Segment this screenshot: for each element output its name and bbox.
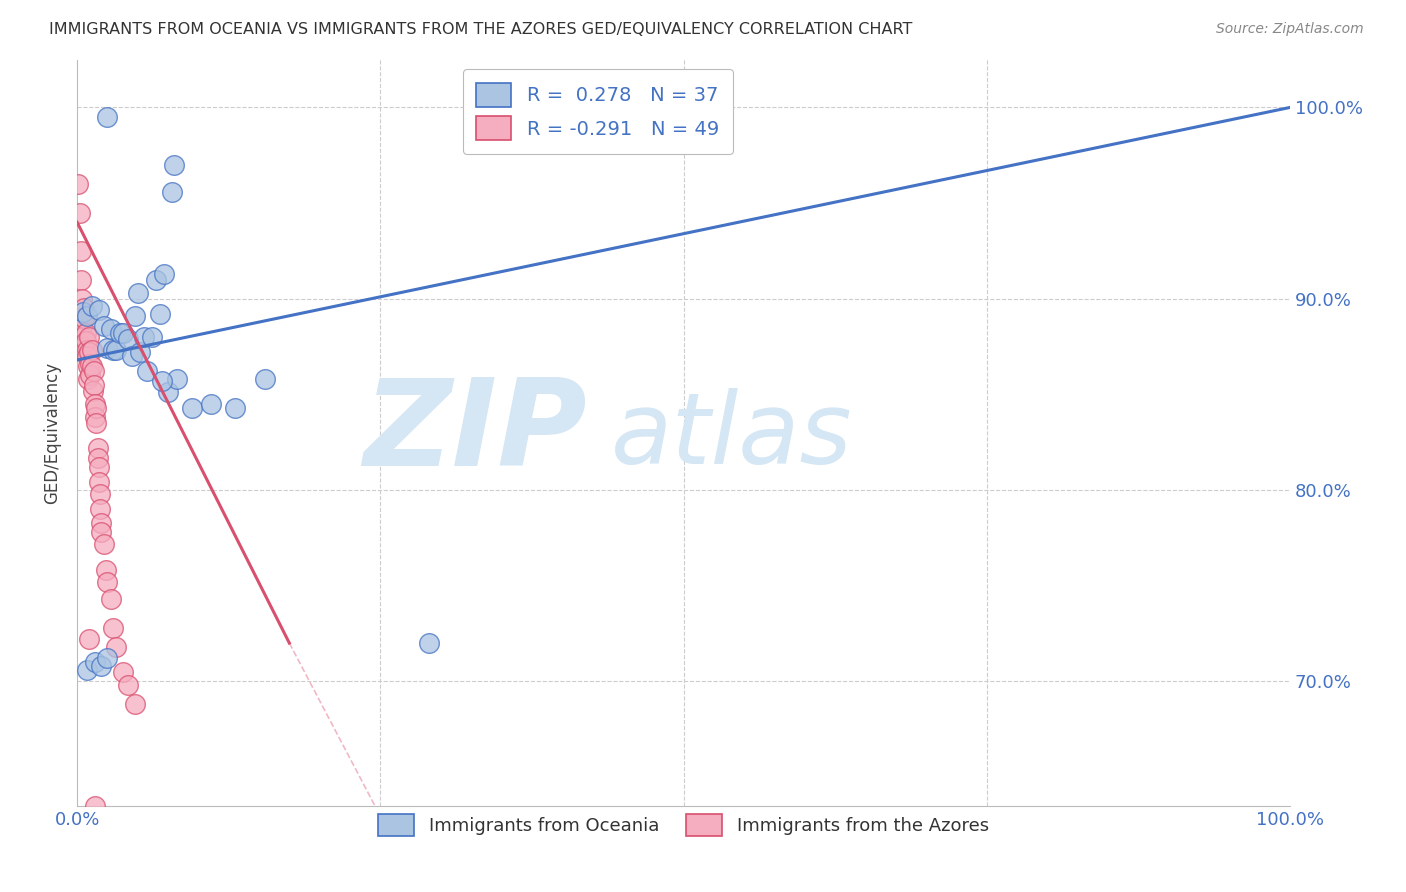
Point xyxy=(117,678,139,692)
Point xyxy=(69,205,91,219)
Point xyxy=(96,574,118,589)
Point xyxy=(70,310,93,325)
Point xyxy=(67,177,90,191)
Point xyxy=(84,397,107,411)
Point xyxy=(87,460,110,475)
Text: IMMIGRANTS FROM OCEANIA VS IMMIGRANTS FROM THE AZORES GED/EQUIVALENCY CORRELATIO: IMMIGRANTS FROM OCEANIA VS IMMIGRANTS FR… xyxy=(49,22,912,37)
Point xyxy=(104,640,127,654)
Point xyxy=(141,330,163,344)
Point xyxy=(224,401,246,415)
Point xyxy=(153,267,176,281)
Point xyxy=(93,318,115,333)
Point xyxy=(93,536,115,550)
Point xyxy=(129,345,152,359)
Point xyxy=(200,397,222,411)
Point xyxy=(82,384,104,398)
Point xyxy=(76,343,98,358)
Point xyxy=(418,636,440,650)
Point xyxy=(80,359,103,373)
Point xyxy=(157,385,180,400)
Point xyxy=(73,310,96,325)
Point xyxy=(90,525,112,540)
Point xyxy=(96,110,118,124)
Point xyxy=(69,244,91,258)
Point xyxy=(108,326,131,341)
Point xyxy=(127,285,149,300)
Point xyxy=(112,665,135,679)
Point xyxy=(77,359,100,373)
Point xyxy=(90,659,112,673)
Text: Source: ZipAtlas.com: Source: ZipAtlas.com xyxy=(1216,22,1364,37)
Point xyxy=(90,516,112,530)
Point xyxy=(79,357,101,371)
Point xyxy=(96,342,118,356)
Point xyxy=(150,374,173,388)
Text: ZIP: ZIP xyxy=(363,374,586,491)
Point xyxy=(86,441,108,455)
Point xyxy=(84,655,107,669)
Point xyxy=(124,698,146,712)
Point xyxy=(100,592,122,607)
Point xyxy=(84,410,107,425)
Point xyxy=(96,651,118,665)
Point xyxy=(132,330,155,344)
Point xyxy=(72,340,94,354)
Point xyxy=(112,326,135,341)
Point xyxy=(86,401,108,415)
Point xyxy=(166,372,188,386)
Point xyxy=(69,272,91,286)
Point xyxy=(70,292,93,306)
Point xyxy=(77,345,100,359)
Point xyxy=(117,332,139,346)
Point xyxy=(160,185,183,199)
Point xyxy=(80,299,103,313)
Point xyxy=(89,502,111,516)
Point xyxy=(77,632,100,647)
Point xyxy=(86,416,108,430)
Point xyxy=(80,343,103,358)
Point xyxy=(87,475,110,490)
Point xyxy=(121,349,143,363)
Point xyxy=(73,301,96,316)
Point xyxy=(148,307,170,321)
Point xyxy=(145,272,167,286)
Point xyxy=(103,343,125,358)
Point xyxy=(181,401,204,415)
Text: atlas: atlas xyxy=(610,388,852,485)
Point xyxy=(79,368,101,383)
Point xyxy=(96,563,118,577)
Point xyxy=(83,377,105,392)
Point xyxy=(75,334,97,348)
Point xyxy=(136,364,159,378)
Point xyxy=(77,330,100,344)
Point xyxy=(124,309,146,323)
Point xyxy=(163,158,186,172)
Point xyxy=(83,364,105,378)
Y-axis label: GED/Equivalency: GED/Equivalency xyxy=(44,361,60,504)
Point xyxy=(72,305,94,319)
Point xyxy=(70,320,93,334)
Point xyxy=(104,343,127,358)
Point xyxy=(254,372,277,386)
Point xyxy=(75,326,97,341)
Point xyxy=(103,621,125,635)
Point xyxy=(86,450,108,465)
Point xyxy=(100,322,122,336)
Point xyxy=(76,663,98,677)
Point xyxy=(84,798,107,813)
Point xyxy=(77,372,100,386)
Point xyxy=(87,303,110,318)
Legend: Immigrants from Oceania, Immigrants from the Azores: Immigrants from Oceania, Immigrants from… xyxy=(370,805,998,846)
Point xyxy=(89,487,111,501)
Point xyxy=(76,309,98,323)
Point xyxy=(76,349,98,363)
Point xyxy=(72,330,94,344)
